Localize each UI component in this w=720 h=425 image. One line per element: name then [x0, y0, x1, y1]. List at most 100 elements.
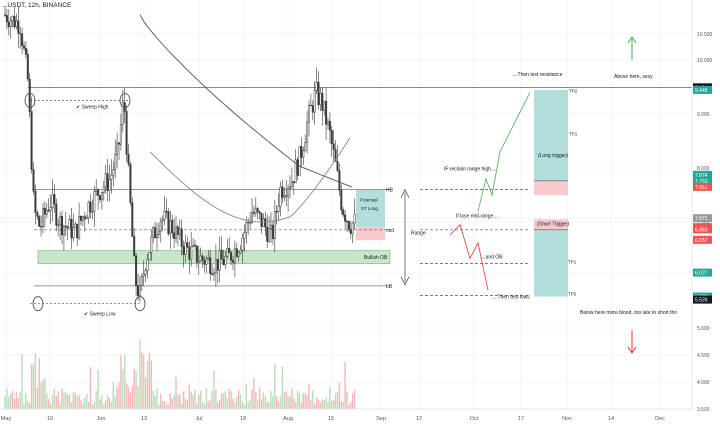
candle-body: [42, 207, 44, 227]
sweep-high-label: ✔ Sweep High: [76, 105, 109, 111]
candle-body: [118, 142, 120, 145]
candle-body: [275, 211, 278, 213]
volume-bar: [192, 394, 194, 409]
below-here-label: Below here more blood, too late to short…: [580, 310, 677, 316]
volume-bar: [15, 391, 18, 409]
candle-body: [245, 222, 248, 233]
above-here-label: Above here, sexy: [614, 74, 653, 80]
bullish-ob-label: Bullish OB: [364, 255, 388, 261]
candle-body: [298, 146, 301, 176]
x-tick-label: 14: [608, 416, 614, 422]
candle-body: [137, 285, 139, 296]
sweep-circle: [32, 296, 44, 312]
candle-body: [349, 229, 352, 234]
candle-body: [74, 223, 77, 228]
volume-bar: [236, 396, 238, 409]
candle-body: [159, 220, 162, 232]
candle-body: [4, 14, 6, 16]
candle-body: [325, 100, 328, 125]
candle-body: [194, 244, 196, 247]
volume-bar: [125, 383, 128, 409]
x-tick-label: Nov: [562, 416, 572, 422]
candle-body: [213, 272, 215, 275]
candle-body: [199, 255, 202, 262]
candle-body: [34, 190, 37, 213]
candle-body: [195, 245, 198, 263]
volume-bar: [230, 391, 232, 409]
candle-body: [40, 226, 43, 228]
candle-body: [342, 209, 345, 216]
volume-bar: [27, 401, 29, 409]
volume-bar: [331, 401, 333, 409]
candle-body: [81, 216, 84, 221]
y-tick-label: 8.000: [697, 166, 710, 172]
candle-body: [21, 33, 24, 47]
volume-bar: [215, 389, 217, 409]
test-resistance-label: ....Then test resistance: [512, 72, 563, 78]
volume-bar: [110, 402, 113, 409]
volume-bar: [200, 390, 202, 409]
candle-body: [59, 216, 62, 226]
candle-body: [241, 238, 244, 251]
candle-body: [99, 195, 101, 200]
x-tick-label: 17: [518, 416, 524, 422]
candle-body: [273, 211, 276, 239]
candle-body: [226, 247, 229, 257]
candle-body: [163, 211, 166, 220]
candle-body: [131, 202, 134, 237]
x-tick-label: May: [1, 416, 12, 422]
candle-body: [146, 259, 149, 271]
volume-bar: [152, 390, 154, 409]
volume-bar: [103, 404, 105, 409]
candle-body: [100, 192, 103, 200]
volume-bar: [139, 339, 141, 409]
volume-bar: [314, 403, 316, 409]
volume-bar: [188, 384, 190, 409]
volume-bar: [348, 404, 350, 409]
candle-body: [157, 230, 160, 235]
volume-bar: [165, 404, 168, 409]
candle-body: [125, 111, 128, 155]
volume-bar: [315, 397, 318, 409]
potential-long-stop: [356, 227, 385, 241]
candle-body: [24, 47, 27, 55]
candle-body: [180, 228, 183, 247]
price-badge: [693, 182, 712, 191]
volume-bar: [220, 393, 223, 409]
candle-body: [260, 212, 263, 227]
candle-body: [119, 124, 122, 145]
candle-body: [327, 120, 329, 125]
price-badge-label: 7.071: [695, 216, 708, 222]
candle-body: [80, 215, 82, 221]
candle-body: [165, 211, 168, 213]
volume-bar: [137, 386, 139, 409]
candle-body: [233, 248, 236, 263]
volume-bar: [124, 355, 126, 409]
volume-bar: [245, 384, 247, 409]
candle-body: [285, 195, 288, 197]
potential-label-2: ST Long: [361, 206, 378, 211]
candle-body: [332, 143, 335, 150]
volume-bar: [118, 382, 120, 409]
mid-label: mid: [386, 228, 394, 234]
candle-body: [110, 174, 113, 180]
candle-body: [294, 159, 297, 184]
x-tick-label: 15: [328, 416, 334, 422]
candle-body: [152, 227, 155, 238]
volume-bar: [295, 401, 297, 409]
volume-bar: [298, 393, 301, 409]
candle-body: [45, 209, 48, 215]
candle-body: [15, 20, 18, 27]
candle-body: [108, 179, 111, 191]
candle-body: [38, 216, 41, 227]
y-tick-label: 10.000: [697, 58, 713, 64]
x-tick-label: 12: [416, 416, 422, 422]
candle-body: [243, 232, 246, 239]
candle-body: [224, 256, 227, 265]
volume-bar: [34, 353, 37, 409]
volume-bar: [160, 393, 162, 409]
candle-body: [85, 217, 88, 220]
candle-body: [104, 173, 107, 188]
price-badge-label: 6.027: [695, 271, 708, 277]
